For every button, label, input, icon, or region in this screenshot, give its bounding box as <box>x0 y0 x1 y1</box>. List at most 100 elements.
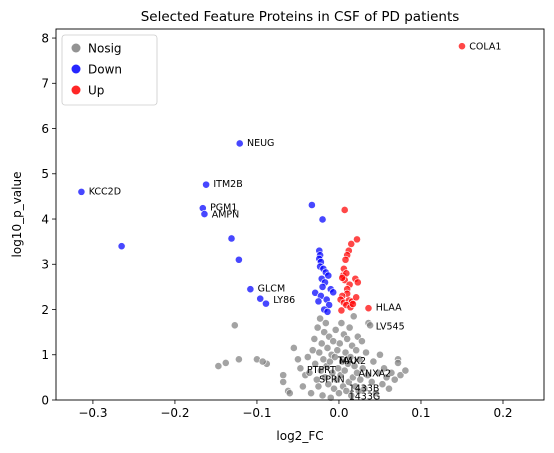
point-label: GLCM <box>258 284 285 295</box>
data-point-down <box>234 255 243 264</box>
data-point-nosig <box>258 357 267 366</box>
data-point-down <box>329 288 338 297</box>
point-label: ITM2B <box>213 179 242 190</box>
data-point-nosig <box>341 348 350 357</box>
data-point-nosig <box>360 384 369 393</box>
data-point-nosig <box>331 325 340 334</box>
y-tick-label: 1 <box>41 348 49 362</box>
data-point-nosig <box>349 312 358 321</box>
data-point-nosig <box>313 323 322 332</box>
data-point-up <box>337 306 346 315</box>
data-point-down <box>318 215 327 224</box>
x-tick-label: −0.3 <box>78 406 107 420</box>
data-point-nosig <box>367 378 376 386</box>
data-point-nosig <box>362 348 370 357</box>
data-point-nosig <box>303 353 312 361</box>
data-point-nosig <box>356 375 365 384</box>
data-point-nosig <box>305 368 314 377</box>
data-point-nosig <box>298 382 307 391</box>
legend-label-down: Down <box>88 62 122 76</box>
data-point-nosig <box>394 358 402 367</box>
data-point-nosig <box>221 358 230 367</box>
data-point-nosig <box>285 389 294 398</box>
y-tick-label: 5 <box>41 167 49 181</box>
data-point-down <box>227 234 236 243</box>
x-axis-label: log2_FC <box>276 429 323 443</box>
data-point-down <box>323 307 332 316</box>
x-tick-label: −0.1 <box>242 406 271 420</box>
data-point-nosig <box>380 364 388 373</box>
point-label: COLA1 <box>469 41 501 52</box>
data-point-nosig <box>308 346 317 355</box>
point-label: LV545 <box>376 322 405 333</box>
data-point-nosig <box>315 348 324 357</box>
data-point-nosig <box>330 353 339 361</box>
data-point-nosig <box>326 393 335 402</box>
point-label: 1433B <box>349 384 380 395</box>
data-point-down <box>314 297 323 306</box>
data-point-up <box>349 300 357 308</box>
point-label: SPRN <box>319 374 344 385</box>
data-point-nosig <box>279 378 288 386</box>
y-tick-label: 6 <box>41 122 49 136</box>
point-label: AMPN <box>212 209 240 220</box>
data-point-nosig <box>337 319 346 327</box>
point-label: HLAA <box>376 303 402 314</box>
point-label: NEUG <box>247 138 274 149</box>
data-point-nosig <box>374 368 383 377</box>
data-point-nosig <box>369 357 378 366</box>
data-point-nosig <box>317 366 325 375</box>
y-tick-label: 4 <box>41 212 49 226</box>
point-label: TAU <box>337 355 357 366</box>
points-layer <box>77 42 466 402</box>
y-tick-label: 0 <box>41 393 49 407</box>
y-tick-label: 3 <box>41 258 49 272</box>
data-point-nosig <box>347 391 356 400</box>
data-point-down <box>256 294 265 303</box>
data-point-nosig <box>355 355 364 364</box>
data-point-nosig <box>318 391 327 400</box>
chart-title: Selected Feature Proteins in CSF of PD p… <box>141 9 460 25</box>
data-point-nosig <box>345 323 354 332</box>
data-point-down <box>202 180 210 189</box>
y-axis: 0 1 2 3 4 5 6 7 8 <box>41 31 56 407</box>
data-point-up <box>364 304 373 313</box>
data-point-up <box>340 206 349 214</box>
data-point-nosig <box>214 362 223 370</box>
data-point-down <box>307 201 316 209</box>
data-point-nosig <box>230 321 239 330</box>
data-point-nosig <box>328 368 337 377</box>
data-point-nosig <box>324 380 333 389</box>
data-point-up <box>353 278 362 287</box>
point-label: 1433G <box>349 392 381 403</box>
data-point-down <box>262 299 270 308</box>
data-point-nosig <box>321 319 330 327</box>
data-point-nosig <box>366 321 375 330</box>
x-tick-label: −0.2 <box>160 406 189 420</box>
data-point-nosig <box>333 346 342 355</box>
data-point-down <box>117 242 126 251</box>
data-point-nosig <box>279 371 288 380</box>
data-point-nosig <box>335 389 343 398</box>
point-label: LY86 <box>273 295 295 306</box>
data-point-nosig <box>350 362 359 370</box>
data-point-down <box>246 285 255 294</box>
data-point-up <box>347 240 356 248</box>
data-point-down <box>318 282 327 291</box>
x-tick-label: 0.0 <box>329 406 348 420</box>
legend-label-up: Up <box>88 83 104 97</box>
data-point-nosig <box>378 380 387 389</box>
data-point-nosig <box>358 337 366 346</box>
data-point-nosig <box>343 335 352 343</box>
data-point-nosig <box>323 344 332 352</box>
data-point-up <box>352 293 361 302</box>
data-point-down <box>77 187 86 196</box>
point-label: ANXA2 <box>359 369 392 380</box>
data-point-nosig <box>396 371 405 380</box>
x-axis: −0.3 −0.2 −0.1 0.0 0.1 0.2 <box>78 400 513 420</box>
y-tick-label: 2 <box>41 303 49 317</box>
data-point-nosig <box>316 314 324 323</box>
plot-frame <box>55 28 545 401</box>
legend-marker-down <box>71 64 81 74</box>
data-point-nosig <box>363 371 372 380</box>
